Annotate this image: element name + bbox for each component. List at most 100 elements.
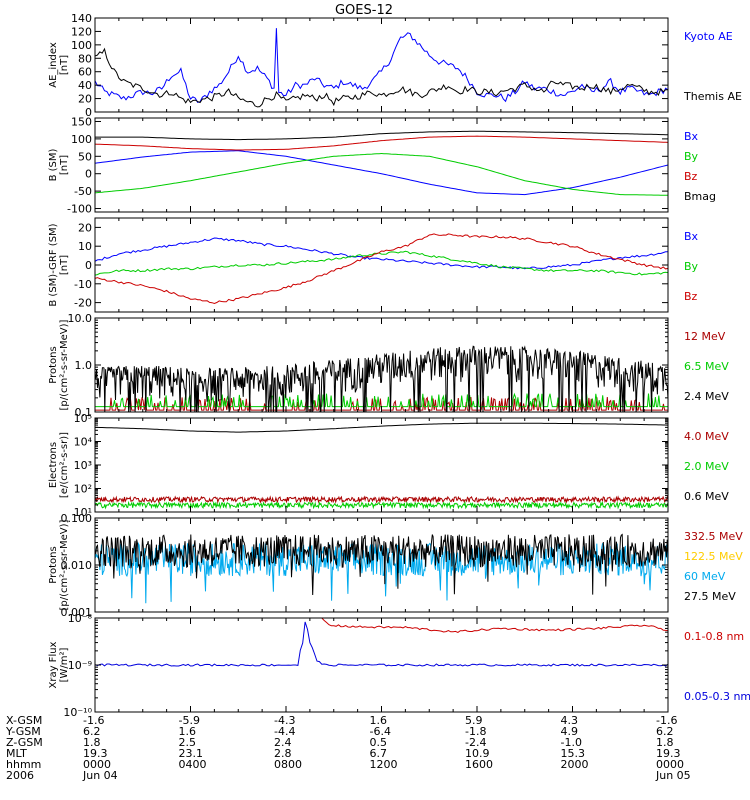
footer-value-2-0: 1.8 xyxy=(83,736,101,749)
legend-0-1: Themis AE xyxy=(683,90,742,103)
ylabel-6-0: Xray Flux xyxy=(48,641,59,688)
footer-label-4: hhmm xyxy=(6,758,41,771)
ylabel-4-0: Electrons xyxy=(48,442,59,488)
ytick-label-2-2: 0 xyxy=(85,259,92,272)
legend-4-2: 0.6 MeV xyxy=(684,490,729,503)
footer-value-0-0: -1.6 xyxy=(83,714,104,727)
ytick-label-4-4: 10⁵ xyxy=(74,412,92,425)
ytick-label-0-0: 0 xyxy=(85,106,92,119)
orbit-footer: X-GSM -1.6 -5.9 -4.3 1.6 5.9 4.3 -1.6Y-GSM 6.2 1.… xyxy=(5,714,691,782)
series-0-1 xyxy=(95,47,668,108)
legend-5-1: 122.5 MeV xyxy=(684,550,743,563)
footer-value-0-3: 1.6 xyxy=(370,714,388,727)
panel-2-data xyxy=(95,233,668,305)
legend-3-2: 2.4 MeV xyxy=(684,390,729,403)
footer-label-3: MLT xyxy=(6,747,27,760)
legend-3-1: 6.5 MeV xyxy=(684,360,729,373)
footer-value-1-1: 1.6 xyxy=(179,725,197,738)
series-4-2 xyxy=(95,422,668,433)
footer-value-2-4: -2.4 xyxy=(465,736,486,749)
ytick-label-1-2: 0 xyxy=(85,168,92,181)
plot-title: GOES-12 xyxy=(335,3,393,18)
legend-0-0: Kyoto AE xyxy=(684,30,733,43)
footer-value-2-3: 0.5 xyxy=(370,736,388,749)
ytick-label-0-1: 20 xyxy=(78,93,92,106)
legend-5-3: 27.5 MeV xyxy=(684,590,736,603)
ytick-label-1-1: -50 xyxy=(74,185,92,198)
ytick-label-5-0: 0.001 xyxy=(61,606,93,619)
footer-label-2: Z-GSM xyxy=(6,736,43,749)
footer-value-2-1: 2.5 xyxy=(179,736,197,749)
legend-3-0: 12 MeV xyxy=(684,330,726,343)
ylabel-2-0: B (SM)-GRF (SM) xyxy=(48,223,59,306)
ylabel-6-1: [W/m²] xyxy=(59,647,70,682)
footer-value-4-4: 1600 xyxy=(465,758,493,771)
ylabel-5-1: [p/(cm²-s-sr-MeV)] xyxy=(59,519,70,610)
legend-2-2: Bz xyxy=(684,290,698,303)
series-4-0 xyxy=(95,495,668,505)
ylabel-0-0: AE_index xyxy=(48,42,59,88)
footer-value-0-5: 4.3 xyxy=(561,714,579,727)
panel-5-data xyxy=(95,533,668,604)
footer-value-4-5: 2000 xyxy=(561,758,589,771)
ytick-label-0-4: 80 xyxy=(78,52,92,65)
ytick-label-6-0: 10⁻¹⁰ xyxy=(63,706,92,719)
ytick-label-1-3: 50 xyxy=(78,150,92,163)
legend-1-3: Bmag xyxy=(684,190,716,203)
footer-value-3-0: 19.3 xyxy=(83,747,108,760)
series-0-0 xyxy=(95,28,668,103)
footer-value-4-1: 0400 xyxy=(179,758,207,771)
footer-value-2-6: 1.8 xyxy=(656,736,674,749)
panel-5: 0.001 0.010 0.100 Protons [p/(cm²-s-sr-MeV)]… xyxy=(48,512,743,619)
footer-value-3-6: 19.3 xyxy=(656,747,681,760)
ytick-label-1-4: 100 xyxy=(71,133,92,146)
footer-value-0-2: -4.3 xyxy=(274,714,295,727)
footer-value-0-6: -1.6 xyxy=(656,714,677,727)
series-1-0 xyxy=(95,150,668,196)
legend-2-0: Bx xyxy=(684,230,699,243)
footer-value-1-5: 4.9 xyxy=(561,725,579,738)
panel-3: 0.1 1.0 10.0 Protons [p/(cm²-s-sr-MeV)] 12 Me… xyxy=(48,312,729,419)
series-1-1 xyxy=(95,152,668,196)
ylabel-1-1: [nT] xyxy=(59,155,70,175)
ytick-label-1-0: -100 xyxy=(67,203,92,216)
footer-value-2-5: -1.0 xyxy=(561,736,582,749)
footer-value-3-3: 6.7 xyxy=(370,747,388,760)
legend-1-2: Bz xyxy=(684,170,698,183)
ytick-label-0-7: 140 xyxy=(71,12,92,25)
footer-value-5-0: Jun 04 xyxy=(82,769,118,782)
series-6-0 xyxy=(95,618,668,633)
legend-6-0: 0.1-0.8 nm xyxy=(684,630,744,643)
footer-value-4-3: 1200 xyxy=(370,758,398,771)
footer-value-0-4: 5.9 xyxy=(465,714,483,727)
series-5-3 xyxy=(95,533,668,596)
legend-5-2: 60 MeV xyxy=(684,570,726,583)
panel-1: -100 -50 0 50 100 150 B (SM) [nT] Bx By Bz Bmag xyxy=(48,115,716,215)
series-6-1 xyxy=(95,621,668,667)
ytick-label-0-2: 40 xyxy=(78,79,92,92)
footer-value-4-2: 0800 xyxy=(274,758,302,771)
footer-value-1-6: 6.2 xyxy=(656,725,674,738)
ytick-label-4-0: 10¹ xyxy=(74,506,92,519)
footer-value-4-0: 0000 xyxy=(83,758,111,771)
panel-4: 10¹ 10² 10³ 10⁴ 10⁵ Electrons [e/(cm²-s-sr)] 4.… xyxy=(48,412,729,519)
series-1-3 xyxy=(95,130,668,141)
legend-6-1: 0.05-0.3 nm xyxy=(684,690,750,703)
ytick-label-0-5: 100 xyxy=(71,39,92,52)
ytick-label-0-3: 60 xyxy=(78,66,92,79)
footer-value-1-4: -1.8 xyxy=(465,725,486,738)
ytick-label-3-2: 10.0 xyxy=(68,312,93,325)
ytick-label-4-1: 10² xyxy=(74,483,92,496)
legend-5-0: 332.5 MeV xyxy=(684,530,743,543)
legend-4-1: 2.0 MeV xyxy=(684,460,729,473)
ylabel-2-1: [nT] xyxy=(59,255,70,275)
legend-1-1: By xyxy=(684,150,699,163)
ylabel-3-1: [p/(cm²-s-sr-MeV)] xyxy=(59,319,70,410)
panel-2-frame xyxy=(94,217,669,313)
legend-4-0: 4.0 MeV xyxy=(684,430,729,443)
series-3-2 xyxy=(95,345,668,412)
ylabel-4-1: [e/(cm²-s-sr)] xyxy=(59,432,70,498)
